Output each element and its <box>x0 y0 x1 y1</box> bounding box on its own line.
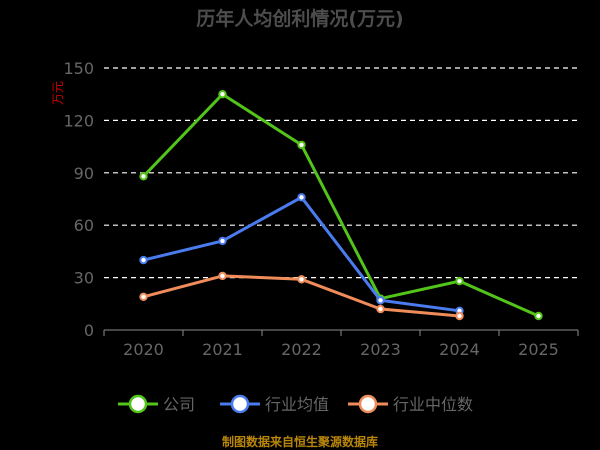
legend-swatch-marker <box>128 394 148 414</box>
data-point[interactable] <box>455 311 464 321</box>
y-axis-ticks: 0 30 60 90 120 150 <box>63 59 94 340</box>
legend-item[interactable]: 公司 <box>118 394 195 414</box>
y-tick-label: 0 <box>84 321 94 340</box>
y-tick-label: 30 <box>74 269 94 288</box>
data-point[interactable] <box>139 172 148 181</box>
x-tick-label: 2024 <box>439 340 480 359</box>
series-2 <box>139 193 464 315</box>
legend-item[interactable]: 行业均值 <box>220 394 329 414</box>
legend-swatch-marker <box>358 394 378 414</box>
legend-label: 行业中位数 <box>393 395 473 414</box>
chart-title: 历年人均创利情况(万元) <box>196 7 403 30</box>
data-point[interactable] <box>534 311 543 321</box>
data-point[interactable] <box>218 90 227 99</box>
data-point[interactable] <box>297 140 306 150</box>
y-axis-unit-label: 万元 <box>51 81 65 105</box>
legend: 公司 行业均值 行业中位数 <box>118 394 473 414</box>
source-note: 制图数据来自恒生聚源数据库 <box>222 434 378 449</box>
data-point[interactable] <box>376 304 385 314</box>
y-tick-label: 120 <box>63 111 94 130</box>
data-point[interactable] <box>218 271 227 281</box>
y-tick-label: 90 <box>74 164 94 183</box>
x-tick-label: 2023 <box>360 340 401 359</box>
x-tick-label: 2020 <box>123 340 164 359</box>
legend-label: 行业均值 <box>265 395 329 414</box>
data-point[interactable] <box>297 275 306 284</box>
gridlines <box>104 67 578 279</box>
data-point[interactable] <box>376 296 385 305</box>
legend-label: 公司 <box>163 395 195 414</box>
data-point[interactable] <box>139 255 148 265</box>
y-tick-label: 60 <box>74 216 94 235</box>
x-axis: 2020 2021 2022 2023 2024 2025 <box>103 329 579 359</box>
data-point[interactable] <box>218 236 227 246</box>
series-1 <box>139 90 543 321</box>
x-tick-label: 2025 <box>518 340 559 359</box>
x-tick-label: 2022 <box>281 340 322 359</box>
data-point[interactable] <box>297 193 306 202</box>
series-line <box>142 92 540 318</box>
data-point[interactable] <box>139 292 148 301</box>
series-line <box>142 195 461 313</box>
data-point[interactable] <box>455 276 464 286</box>
legend-swatch-marker <box>230 394 250 414</box>
y-tick-label: 150 <box>63 59 94 78</box>
legend-item[interactable]: 行业中位数 <box>348 394 473 414</box>
x-tick-label: 2021 <box>202 340 243 359</box>
series-lines <box>139 90 543 321</box>
series-3 <box>139 271 464 321</box>
